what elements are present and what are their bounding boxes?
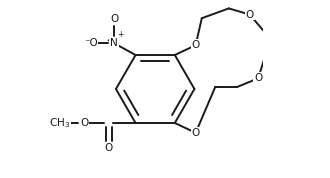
Text: N: N <box>110 38 118 48</box>
Text: O: O <box>105 143 113 153</box>
Text: O: O <box>110 14 118 24</box>
Text: O: O <box>80 118 88 128</box>
Text: +: + <box>117 30 124 39</box>
Text: ⁻O: ⁻O <box>84 38 98 48</box>
Text: CH$_3$: CH$_3$ <box>49 116 70 130</box>
Text: O: O <box>191 40 200 50</box>
Text: O: O <box>246 10 254 20</box>
Text: O: O <box>191 128 200 138</box>
Text: O: O <box>254 73 262 83</box>
